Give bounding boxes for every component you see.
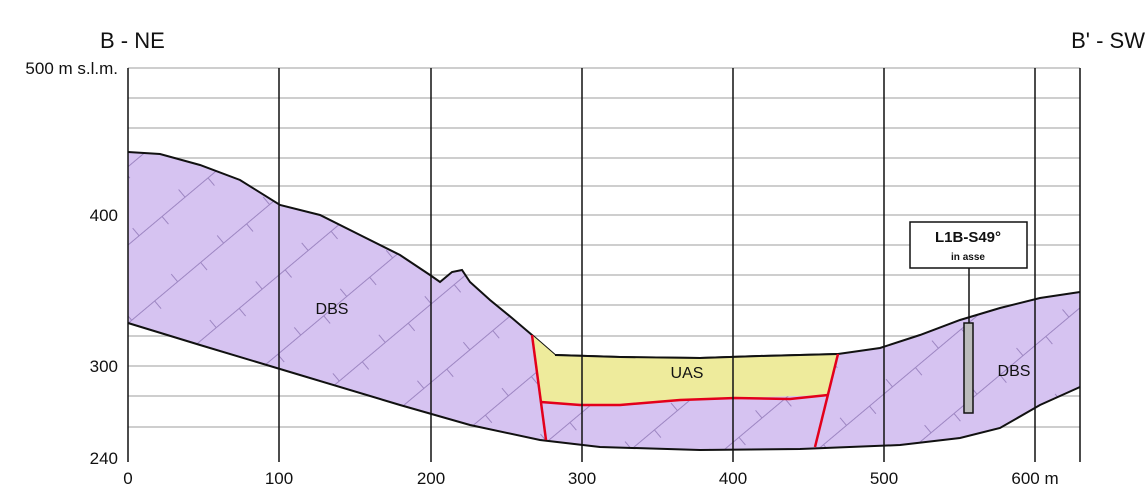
borehole-title: L1B-S49° — [935, 229, 1001, 246]
borehole-subtitle: in asse — [951, 252, 985, 263]
y-tick-label: 240 — [90, 449, 118, 468]
x-tick-label: 200 — [417, 469, 445, 488]
geological-section: L1B-S49° in asse B - NE B' - SW 500 m s.… — [0, 0, 1145, 496]
y-tick-label: 500 m s.l.m. — [25, 59, 118, 78]
x-tick-label: 100 — [265, 469, 293, 488]
x-tick-label: 300 — [568, 469, 596, 488]
y-tick-label: 300 — [90, 357, 118, 376]
y-tick-label: 400 — [90, 206, 118, 225]
unit-label: DBS — [998, 363, 1031, 380]
unit-label: DBS — [316, 301, 349, 318]
x-tick-label: 400 — [719, 469, 747, 488]
x-tick-label: 0 — [123, 469, 132, 488]
x-tick-label: 600 m — [1011, 469, 1058, 488]
unit-label: UAS — [671, 365, 704, 382]
section-start-label: B - NE — [100, 28, 165, 53]
section-end-label: B' - SW — [1071, 28, 1145, 53]
x-tick-label: 500 — [870, 469, 898, 488]
